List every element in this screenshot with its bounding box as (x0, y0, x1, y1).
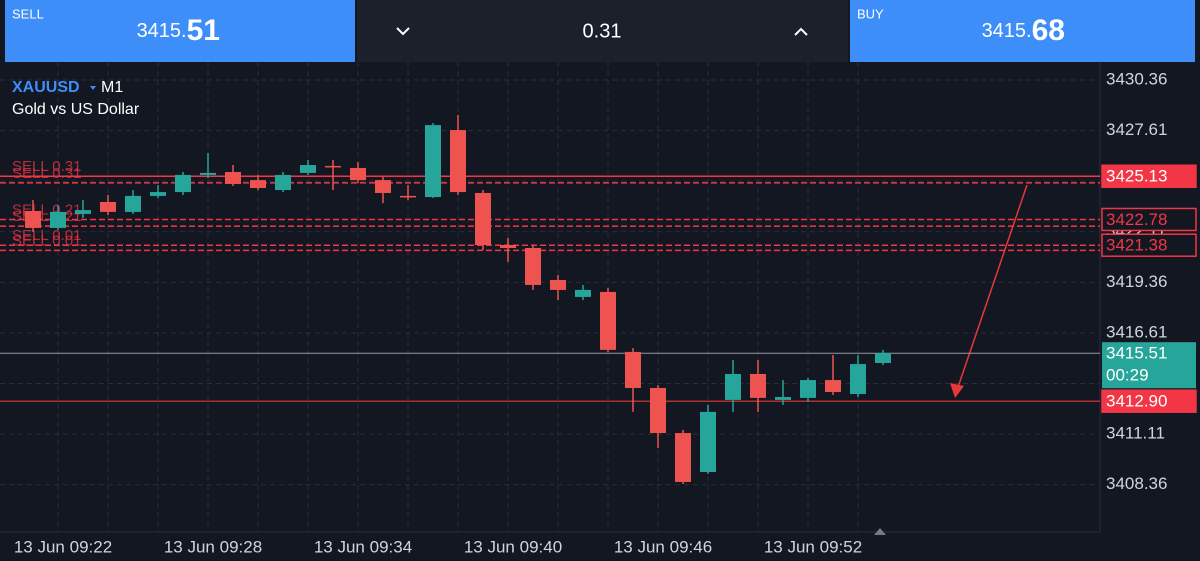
candle-body (675, 433, 691, 482)
price-badge-label: 3422.78 (1106, 210, 1167, 229)
candle-body (750, 373, 766, 398)
candle-body (250, 180, 266, 189)
candle-body (550, 279, 566, 290)
candle-body (875, 353, 891, 363)
candle-body (475, 192, 491, 246)
candle-body (125, 195, 141, 212)
candle-body (175, 174, 191, 193)
order-label: SELL 0.31 (12, 158, 82, 175)
candle-body (50, 211, 66, 228)
candle-body (450, 130, 466, 193)
price-badge (1101, 233, 1197, 257)
x-tick-label: 13 Jun 09:40 (464, 537, 562, 556)
trend-arrow (955, 184, 1028, 394)
candle-body (25, 211, 41, 228)
plot (0, 62, 1101, 533)
candle-body (75, 210, 91, 214)
x-tick-label: 13 Jun 09:28 (164, 537, 262, 556)
candle-body (825, 380, 841, 393)
y-tick-label: 3419.36 (1106, 272, 1167, 291)
buy-button[interactable] (850, 0, 1195, 62)
candle-body (800, 380, 816, 398)
order-label: SELL 0.01 (12, 232, 82, 249)
candle-body (275, 174, 291, 191)
sell-price: 3415.51 (137, 14, 220, 47)
buy-price: 3415.68 (982, 14, 1065, 47)
candle-body (725, 373, 741, 400)
x-tick-label: 13 Jun 09:22 (14, 537, 112, 556)
candle-body (525, 247, 541, 285)
y-tick-label: 3408.36 (1106, 474, 1167, 493)
candle-body (850, 364, 866, 395)
sell-label: SELL (12, 6, 44, 21)
increase-button[interactable] (794, 27, 808, 36)
price-badge (1101, 207, 1197, 232)
symbol-info: XAUUSD M1 Gold vs US Dollar (12, 79, 140, 118)
candle-body (600, 291, 616, 350)
y-tick-label: 3416.61 (1106, 322, 1167, 341)
candle-body (350, 167, 366, 181)
x-tick-label: 13 Jun 09:34 (314, 537, 412, 556)
current-price-label: 3415.51 (1106, 344, 1167, 363)
spread-value: 0.31 (583, 20, 622, 42)
price-badge-label: 3425.13 (1106, 167, 1167, 186)
candle-body (575, 289, 591, 297)
current-price-badge (1102, 342, 1196, 389)
price-badge (1101, 389, 1197, 413)
x-tick-label: 13 Jun 09:52 (764, 537, 862, 556)
candle-body (200, 172, 216, 175)
scroll-handle[interactable] (874, 528, 886, 535)
volume-panel (357, 0, 848, 62)
order-label: SELL 0.21 (12, 208, 82, 225)
order-label: SELL 0.01 (12, 227, 82, 244)
candle-timer: 00:29 (1106, 366, 1149, 385)
candle-body (150, 192, 166, 196)
candle-body (425, 125, 441, 198)
candle-body (700, 411, 716, 473)
y-tick-label: 3427.61 (1106, 120, 1167, 139)
price-badge (1101, 164, 1197, 188)
candle-body (500, 245, 516, 248)
y-tick-label: 3430.36 (1106, 70, 1167, 89)
ticker: XAUUSD (12, 79, 80, 96)
candle-body (225, 172, 241, 184)
candle-body (775, 396, 791, 400)
order-label: SELL 0.31 (12, 165, 82, 182)
buy-label: BUY (857, 6, 884, 21)
header: SELL 3415.51 0.31 BUY 3415.68 (5, 0, 1195, 62)
y-tick-label: 3411.11 (1106, 424, 1165, 443)
sell-button[interactable] (5, 0, 355, 62)
candle-body (325, 165, 341, 168)
candle-body (375, 180, 391, 193)
x-tick-label: 13 Jun 09:46 (614, 537, 712, 556)
candle-body (400, 195, 416, 198)
candle-body (650, 387, 666, 434)
arrow-head (950, 383, 964, 398)
dropdown-icon[interactable] (90, 86, 96, 90)
decrease-button[interactable] (396, 27, 410, 36)
price-badge-label: 3421.38 (1106, 236, 1167, 255)
price-badge-label: 3412.90 (1106, 392, 1167, 411)
candle-body (300, 165, 316, 173)
description: Gold vs US Dollar (12, 101, 140, 118)
timeframe: M1 (101, 79, 123, 96)
candle-body (100, 201, 116, 212)
candle-body (625, 351, 641, 388)
